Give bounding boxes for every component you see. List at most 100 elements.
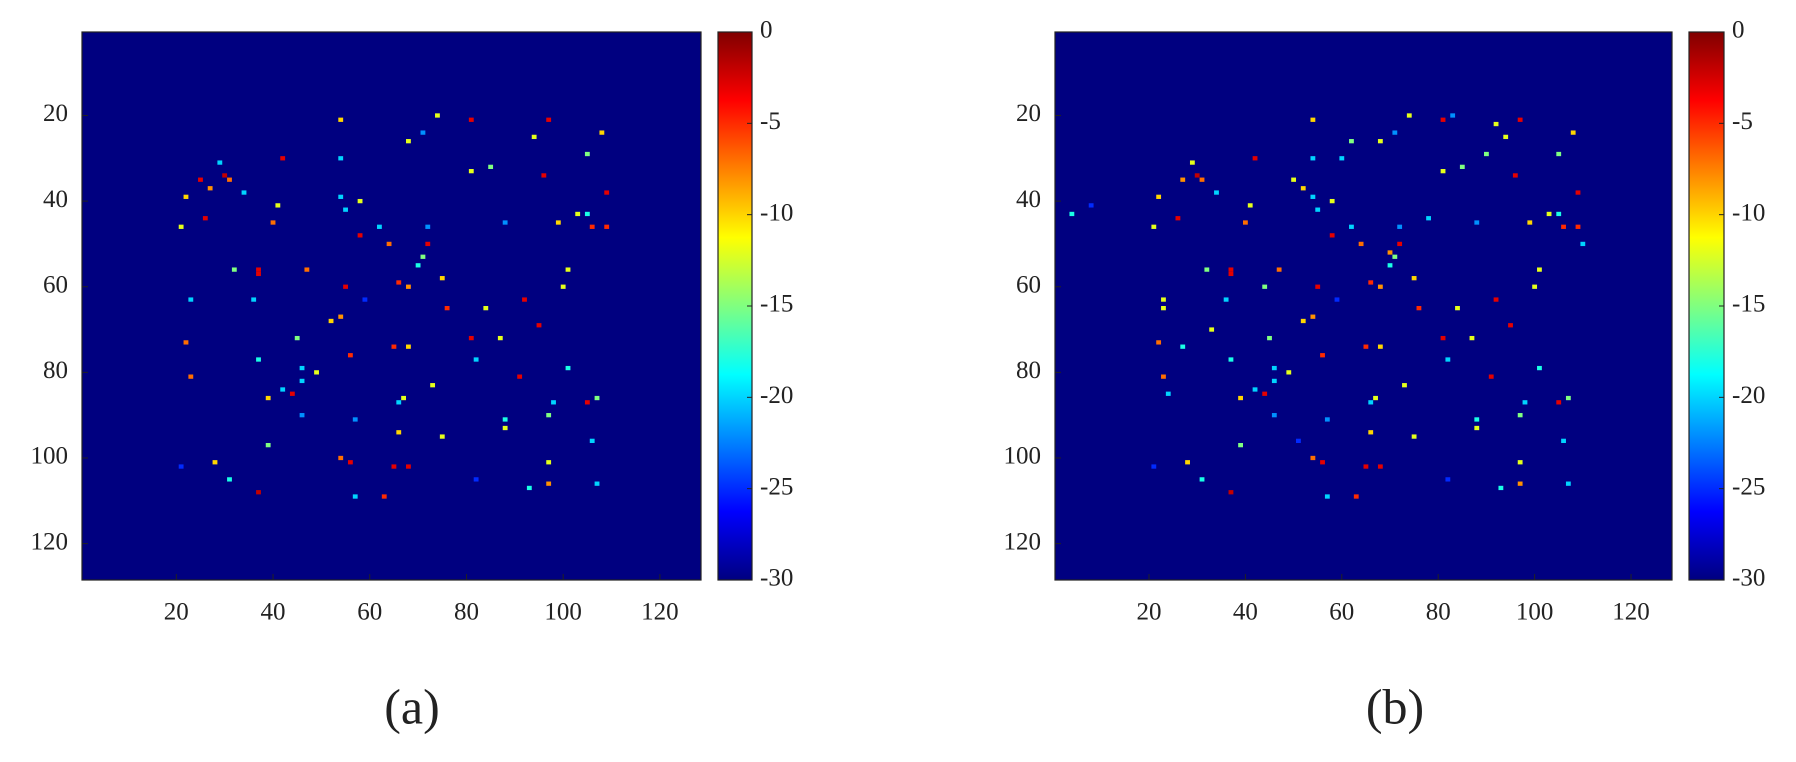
heatmap-cell — [473, 357, 479, 362]
heatmap-cell — [483, 306, 489, 311]
heatmap-cell — [1440, 169, 1446, 174]
heatmap-cell — [1411, 276, 1417, 281]
heatmap-cell — [1368, 430, 1374, 435]
heatmap-cell — [391, 344, 397, 349]
heatmap-cell — [1242, 220, 1248, 225]
heatmap-cell — [299, 378, 305, 384]
colorbar-tick-label: -5 — [1732, 108, 1753, 135]
heatmap-cell — [546, 117, 552, 122]
heatmap-cell — [183, 340, 189, 345]
heatmap-cell — [1402, 383, 1407, 388]
heatmap-cell — [1561, 438, 1566, 443]
heatmap-cell — [338, 156, 344, 161]
heatmap-cell — [1151, 464, 1157, 469]
heatmap-cell — [604, 224, 610, 229]
y-tick-label: 40 — [43, 186, 68, 213]
heatmap-cell — [589, 224, 595, 229]
heatmap-cell — [420, 130, 426, 135]
heatmap-cell — [1488, 374, 1494, 379]
heatmap-cell — [338, 194, 344, 199]
heatmap-cell — [1238, 395, 1243, 401]
heatmap-cell — [1455, 306, 1460, 311]
heatmap-cell — [589, 438, 595, 443]
heatmap-cell — [1450, 113, 1456, 118]
heatmap-cell — [1291, 177, 1297, 182]
heatmap-cell — [212, 460, 218, 465]
heatmap-cell — [1397, 224, 1403, 229]
heatmap-cell — [1580, 241, 1586, 247]
heatmap-cell — [347, 460, 353, 465]
heatmap-cell — [1392, 130, 1398, 135]
heatmap-cell — [1161, 374, 1166, 379]
heatmap-cell — [1189, 160, 1195, 165]
x-tick-label: 80 — [1426, 599, 1451, 626]
heatmap-cell — [1334, 297, 1340, 302]
heatmap-cell — [222, 173, 228, 178]
colorbar-tick-label: -10 — [760, 199, 793, 226]
heatmap-cell — [425, 224, 431, 229]
heatmap-cell — [1440, 117, 1446, 122]
heatmap-cell — [1517, 481, 1523, 486]
heatmap-cell — [565, 365, 571, 371]
heatmap-cell — [178, 224, 184, 229]
heatmap-cell — [227, 177, 232, 182]
heatmap-cell — [1508, 323, 1513, 328]
x-tick-label: 40 — [1233, 599, 1258, 626]
heatmap-cell — [294, 335, 300, 341]
heatmap-cell — [1228, 490, 1234, 495]
heatmap-cell — [188, 297, 194, 302]
heatmap-cell — [584, 400, 590, 405]
heatmap-cell — [1368, 280, 1374, 285]
heatmap-cell — [522, 297, 527, 302]
heatmap-cell — [468, 117, 474, 122]
heatmap-cell — [227, 477, 232, 482]
heatmap-cell — [1469, 335, 1475, 341]
heatmap-cell — [1503, 134, 1509, 140]
heatmap-cell — [183, 194, 189, 199]
heatmap-cell — [1324, 417, 1330, 422]
heatmap-cell — [1411, 434, 1417, 439]
heatmap-cell — [1252, 156, 1258, 161]
heatmap-cell — [406, 139, 411, 144]
heatmap-cell — [1228, 267, 1234, 272]
heatmap-cell — [517, 374, 523, 379]
heatmap-cell — [1238, 443, 1243, 448]
heatmap-cell — [1561, 224, 1566, 229]
y-tick-label: 100 — [1004, 443, 1042, 470]
heatmap-cell — [1387, 250, 1393, 255]
heatmap-cell — [502, 417, 508, 422]
heatmap-cell — [396, 430, 402, 435]
heatmap-cell — [1252, 387, 1258, 392]
heatmap-cell — [352, 417, 358, 422]
heatmap-cell — [1165, 391, 1171, 396]
heatmap-cell — [207, 186, 213, 191]
heatmap-cell — [1537, 365, 1542, 371]
heatmap-cell — [1247, 203, 1253, 208]
heatmap-cell — [1180, 177, 1186, 182]
heatmap-cell — [1527, 220, 1533, 225]
heatmap-cell — [1363, 344, 1369, 349]
heatmap-cell — [1575, 224, 1581, 229]
heatmap-cell — [584, 151, 590, 157]
heatmap-cell — [575, 211, 581, 217]
heatmap-cell — [1484, 151, 1489, 157]
heatmap-cell — [304, 267, 310, 272]
heatmap-cell — [314, 370, 319, 375]
heatmap-cell — [401, 395, 407, 401]
heatmap-cell — [1180, 344, 1186, 349]
y-tick-label: 60 — [1016, 271, 1041, 298]
heatmap-cell — [1570, 130, 1576, 135]
heatmap-cell — [1329, 198, 1335, 204]
heatmap-cell — [265, 395, 271, 401]
heatmap-cell — [1426, 216, 1431, 221]
heatmap-cell — [338, 455, 344, 461]
heatmap-cell — [435, 113, 440, 118]
heatmap-cell — [546, 460, 552, 465]
heatmap-cell — [1377, 464, 1383, 469]
heatmap-cell — [1353, 494, 1359, 499]
heatmap-cell — [1267, 335, 1272, 341]
heatmap-cell — [343, 284, 348, 289]
y-tick-label: 60 — [43, 271, 68, 298]
heatmap-cell — [1156, 194, 1162, 199]
